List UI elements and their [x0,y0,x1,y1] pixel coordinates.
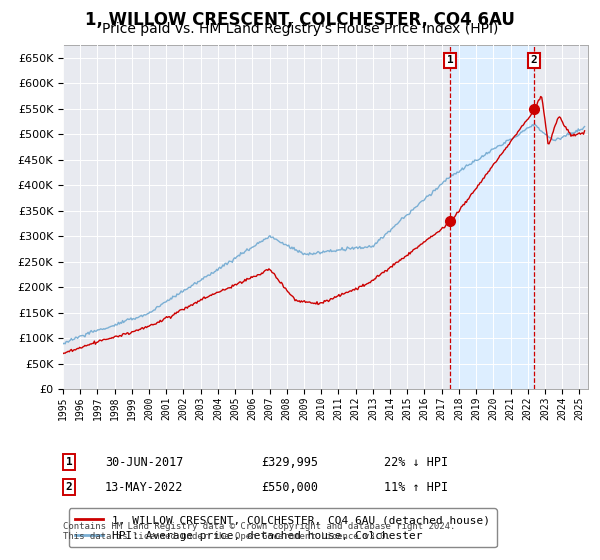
Text: 2: 2 [65,482,73,492]
Text: 22% ↓ HPI: 22% ↓ HPI [384,455,448,469]
Text: 1: 1 [65,457,73,467]
Text: 1: 1 [447,55,454,66]
Text: 13-MAY-2022: 13-MAY-2022 [105,480,184,494]
Bar [450,45,534,389]
Text: Price paid vs. HM Land Registry's House Price Index (HPI): Price paid vs. HM Land Registry's House … [102,22,498,36]
Text: 30-JUN-2017: 30-JUN-2017 [105,455,184,469]
Text: £329,995: £329,995 [261,455,318,469]
Legend: 1, WILLOW CRESCENT, COLCHESTER, CO4 6AU (detached house), HPI: Average price, de: 1, WILLOW CRESCENT, COLCHESTER, CO4 6AU … [68,508,497,547]
Text: Contains HM Land Registry data © Crown copyright and database right 2024.
This d: Contains HM Land Registry data © Crown c… [63,522,455,542]
Text: 2: 2 [531,55,538,66]
Text: £550,000: £550,000 [261,480,318,494]
Text: 1, WILLOW CRESCENT, COLCHESTER, CO4 6AU: 1, WILLOW CRESCENT, COLCHESTER, CO4 6AU [85,11,515,29]
Text: 11% ↑ HPI: 11% ↑ HPI [384,480,448,494]
